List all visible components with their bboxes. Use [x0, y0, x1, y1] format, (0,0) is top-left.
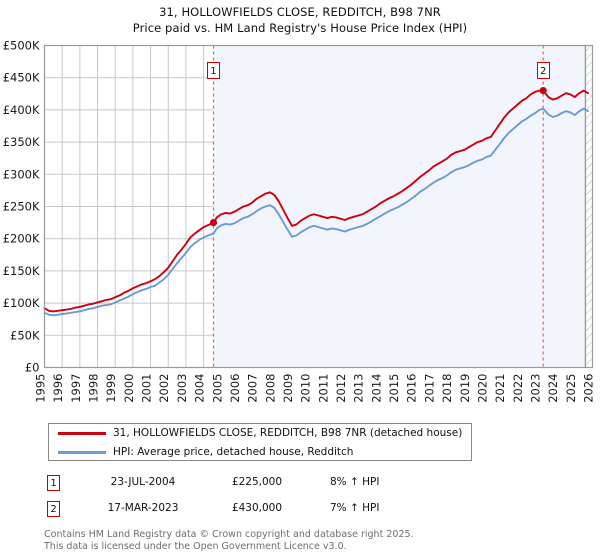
legend-swatch-property	[58, 432, 106, 435]
svg-text:£300K: £300K	[3, 167, 40, 181]
footer-line-copyright: Contains HM Land Registry data © Crown c…	[44, 529, 414, 540]
svg-text:2017: 2017	[422, 374, 436, 403]
legend-label-hpi: HPI: Average price, detached house, Redd…	[113, 446, 354, 458]
marker-callout-2[interactable]: 2	[536, 62, 550, 79]
svg-text:2014: 2014	[369, 374, 383, 403]
transaction-markers	[209, 45, 547, 368]
svg-text:2019: 2019	[458, 374, 472, 403]
hatched-future-region	[584, 45, 593, 368]
svg-text:1997: 1997	[69, 374, 83, 403]
svg-text:£100K: £100K	[3, 296, 40, 310]
svg-text:2007: 2007	[246, 374, 260, 403]
chart-subtitle: Price paid vs. HM Land Registry's House …	[132, 21, 468, 35]
svg-text:2023: 2023	[528, 374, 542, 403]
svg-text:2003: 2003	[175, 374, 189, 403]
svg-text:2015: 2015	[387, 374, 401, 403]
footer-attribution: Contains HM Land Registry data © Crown c…	[44, 529, 564, 552]
svg-text:2022: 2022	[511, 374, 525, 403]
legend-label-property: 31, HOLLOWFIELDS CLOSE, REDDITCH, B98 7N…	[113, 427, 463, 439]
svg-text:2012: 2012	[334, 374, 348, 403]
footer-line-licence: This data is licensed under the Open Gov…	[44, 540, 347, 552]
page-title: 31, HOLLOWFIELDS CLOSE, REDDITCH, B98 7N…	[0, 4, 600, 36]
svg-text:1995: 1995	[34, 374, 48, 403]
marker-callout-1[interactable]: 1	[206, 62, 220, 79]
transaction-hpi-delta: 8% ↑ HPI	[330, 476, 380, 488]
transaction-date: 23-JUL-2004	[110, 476, 176, 488]
svg-text:2005: 2005	[210, 374, 224, 403]
svg-text:2010: 2010	[299, 374, 313, 403]
svg-text:2016: 2016	[405, 374, 419, 403]
svg-text:£0: £0	[25, 361, 40, 375]
series-lines	[43, 89, 590, 317]
transaction-row[interactable]: 1 23-JUL-2004 £225,000 8% ↑ HPI	[44, 472, 514, 498]
chart-svg: £0 £50K £100K £150K £200K £250K £300K £350K £400…	[3, 39, 596, 403]
svg-text:2008: 2008	[263, 374, 277, 403]
svg-text:£150K: £150K	[3, 264, 40, 278]
svg-text:£250K: £250K	[3, 200, 40, 214]
svg-text:2006: 2006	[228, 374, 242, 403]
svg-text:2011: 2011	[316, 374, 330, 403]
svg-text:1996: 1996	[51, 374, 65, 403]
svg-text:2002: 2002	[157, 374, 171, 403]
svg-text:2020: 2020	[475, 374, 489, 403]
svg-text:£500K: £500K	[3, 39, 40, 53]
highlight-span	[213, 45, 593, 368]
legend-swatch-hpi	[58, 451, 106, 454]
transaction-hpi-delta: 7% ↑ HPI	[330, 502, 380, 514]
svg-text:2025: 2025	[564, 374, 578, 403]
svg-text:£450K: £450K	[3, 71, 40, 85]
legend-item-hpi: HPI: Average price, detached house, Redd…	[49, 443, 471, 462]
chart-legend: 31, HOLLOWFIELDS CLOSE, REDDITCH, B98 7N…	[48, 423, 472, 461]
chart-title: 31, HOLLOWFIELDS CLOSE, REDDITCH, B98 7N…	[159, 5, 441, 19]
transaction-price: £430,000	[231, 502, 283, 514]
svg-text:2000: 2000	[122, 374, 136, 403]
x-axis-tick-labels: 1995 1996 1997 1998 1999 2000 2001 2002 2003 2004…	[34, 374, 596, 403]
svg-text:£200K: £200K	[3, 232, 40, 246]
svg-text:2009: 2009	[281, 374, 295, 403]
legend-item-property: 31, HOLLOWFIELDS CLOSE, REDDITCH, B98 7N…	[49, 424, 471, 443]
transaction-row[interactable]: 2 17-MAR-2023 £430,000 7% ↑ HPI	[44, 498, 514, 524]
svg-text:1998: 1998	[87, 374, 101, 403]
svg-text:2021: 2021	[493, 374, 507, 403]
svg-text:2001: 2001	[140, 374, 154, 403]
transaction-badge: 1	[47, 475, 60, 491]
svg-text:2024: 2024	[546, 374, 560, 403]
transaction-list: 1 23-JUL-2004 £225,000 8% ↑ HPI 2 17-MAR…	[44, 472, 514, 524]
transaction-price: £225,000	[231, 476, 283, 488]
chart-plot-area: £0 £50K £100K £150K £200K £250K £300K £350K £400…	[3, 39, 596, 403]
svg-text:1999: 1999	[104, 374, 118, 403]
svg-text:2018: 2018	[440, 374, 454, 403]
svg-text:2004: 2004	[193, 374, 207, 403]
svg-text:£350K: £350K	[3, 135, 40, 149]
transaction-date: 17-MAR-2023	[107, 502, 179, 514]
svg-text:2026: 2026	[582, 374, 596, 403]
transaction-badge: 2	[47, 501, 60, 517]
svg-text:£50K: £50K	[10, 328, 40, 342]
svg-text:£400K: £400K	[3, 103, 40, 117]
axis-lines	[43, 44, 594, 369]
svg-text:2013: 2013	[352, 374, 366, 403]
y-axis-tick-labels: £0 £50K £100K £150K £200K £250K £300K £350K £400…	[3, 39, 40, 375]
